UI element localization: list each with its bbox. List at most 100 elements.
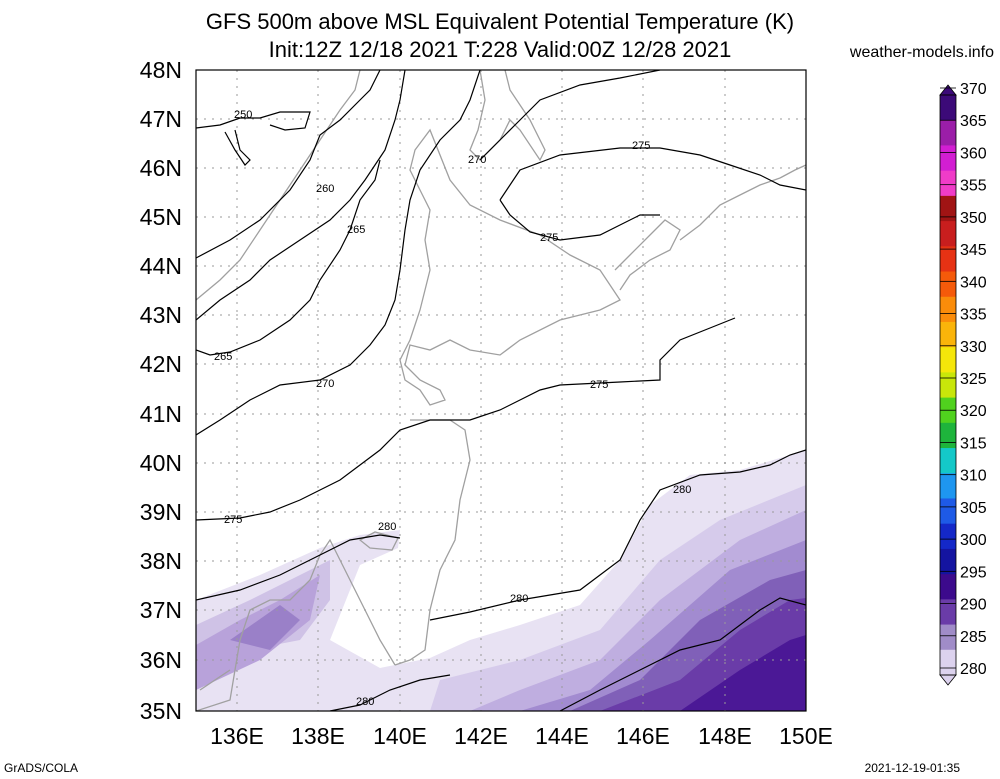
colorbar-label: 300 xyxy=(960,532,987,549)
coast-honshu-north xyxy=(394,419,471,666)
chart-subtitle: Init:12Z 12/18 2021 T:228 Valid:00Z 12/2… xyxy=(268,37,732,62)
contour-label: 280 xyxy=(673,484,691,496)
contour-label: 280 xyxy=(378,521,396,533)
lon-label: 142E xyxy=(454,723,508,749)
colorbar-label: 285 xyxy=(960,629,987,646)
contour-labels: 250 260 265 265 270 270 275 275 275 275 … xyxy=(214,109,691,708)
lat-label: 47N xyxy=(140,106,182,132)
colorbar-swatch xyxy=(940,347,956,373)
footer-timestamp: 2021-12-19-01:35 xyxy=(864,761,960,775)
colorbar-swatch xyxy=(940,221,956,247)
contour-label: 280 xyxy=(510,593,528,605)
colorbar-label: 355 xyxy=(960,178,987,195)
lat-axis: 48N 47N 46N 45N 44N 43N 42N 41N 40N 39N … xyxy=(140,57,182,724)
footer-software: GrADS/COLA xyxy=(4,761,79,775)
contour-label: 250 xyxy=(234,109,252,121)
contour-260 xyxy=(196,70,381,259)
colorbar-swatch xyxy=(940,271,956,298)
contour-label: 275 xyxy=(632,140,650,152)
lon-label: 138E xyxy=(291,723,345,749)
colorbar-swatch xyxy=(940,599,956,626)
colorbar-swatch xyxy=(940,448,956,474)
contour-275-north xyxy=(499,147,806,241)
lat-label: 39N xyxy=(140,499,182,525)
coast-honshu-west xyxy=(196,538,396,711)
coast-hokkaido xyxy=(399,128,621,406)
lon-label: 150E xyxy=(779,723,833,749)
contour-label: 265 xyxy=(347,224,365,236)
contour-250 xyxy=(196,111,311,166)
lat-label: 44N xyxy=(140,253,182,279)
lat-label: 46N xyxy=(140,155,182,181)
colorbar-label: 365 xyxy=(960,113,987,130)
colorbar-swatch xyxy=(940,170,956,197)
lat-label: 40N xyxy=(140,450,182,476)
colorbar-swatch xyxy=(940,498,956,525)
lat-label: 43N xyxy=(140,302,182,328)
contour-290 xyxy=(559,597,806,711)
colorbar-swatch xyxy=(940,649,956,676)
colorbar-label: 350 xyxy=(960,210,987,227)
colorbar-label: 295 xyxy=(960,564,987,581)
colorbar-swatch xyxy=(940,473,956,499)
colorbar-swatch xyxy=(940,195,956,222)
shade-286 xyxy=(230,605,300,650)
colorbar-label: 330 xyxy=(960,339,987,356)
colorbar-swatch xyxy=(940,120,956,146)
colorbar-swatch xyxy=(940,574,956,600)
coastlines xyxy=(196,70,806,711)
lat-label: 37N xyxy=(140,597,182,623)
lat-label: 38N xyxy=(140,548,182,574)
colorbar-label: 305 xyxy=(960,500,987,517)
colorbar-swatch xyxy=(940,145,956,172)
chart-title: GFS 500m above MSL Equivalent Potential … xyxy=(205,9,795,34)
contour-270 xyxy=(196,70,661,436)
lat-label: 45N xyxy=(140,204,182,230)
lon-label: 140E xyxy=(373,723,427,749)
lat-label: 36N xyxy=(140,647,182,673)
contours xyxy=(196,70,806,711)
contour-280-japan xyxy=(196,534,401,601)
colorbar-swatch xyxy=(940,246,956,273)
coast-sado xyxy=(358,531,399,551)
colorbar-swatch xyxy=(940,95,956,121)
lon-label: 146E xyxy=(616,723,670,749)
colorbar-top-arrow xyxy=(939,84,957,96)
lat-label: 42N xyxy=(140,351,182,377)
coast-primorye xyxy=(196,70,361,301)
map-frame xyxy=(195,69,807,712)
coast-kamchatka xyxy=(779,164,806,179)
contour-265 xyxy=(196,70,406,356)
contour-label: 280 xyxy=(356,696,374,708)
contour-label: 260 xyxy=(316,183,334,195)
contour-label: 275 xyxy=(540,232,558,244)
contour-label: 270 xyxy=(468,154,486,166)
colorbar-label: 345 xyxy=(960,242,987,259)
shade-292 xyxy=(680,635,806,711)
colorbar-label: 310 xyxy=(960,468,987,485)
coast-noto xyxy=(199,669,231,691)
colorbar-swatch xyxy=(940,422,956,449)
lat-label: 41N xyxy=(140,401,182,427)
colorbar-swatch xyxy=(940,548,956,575)
colorbar-bottom-arrow xyxy=(939,674,957,686)
contour-label: 270 xyxy=(316,378,334,390)
colorbar-swatch xyxy=(940,372,956,399)
colorbar-swatch xyxy=(940,624,956,651)
colorbar-label: 320 xyxy=(960,403,987,420)
lat-label: 48N xyxy=(140,57,182,83)
grid xyxy=(196,70,806,711)
lon-label: 148E xyxy=(698,723,752,749)
colorbar-swatch xyxy=(940,523,956,550)
colorbar-label: 280 xyxy=(960,661,987,678)
colorbar-swatch xyxy=(940,296,956,323)
colorbar-label: 360 xyxy=(960,145,987,162)
colorbar-label: 325 xyxy=(960,371,987,388)
colorbar-swatch xyxy=(940,321,956,348)
colorbar-label: 340 xyxy=(960,274,987,291)
contour-label: 275 xyxy=(590,379,608,391)
colorbar: 370 365 360 355 350 345 340 335 330 325 320 315 310 3… xyxy=(939,81,987,686)
colorbar-frame xyxy=(939,94,957,676)
contour-label: 265 xyxy=(214,351,232,363)
